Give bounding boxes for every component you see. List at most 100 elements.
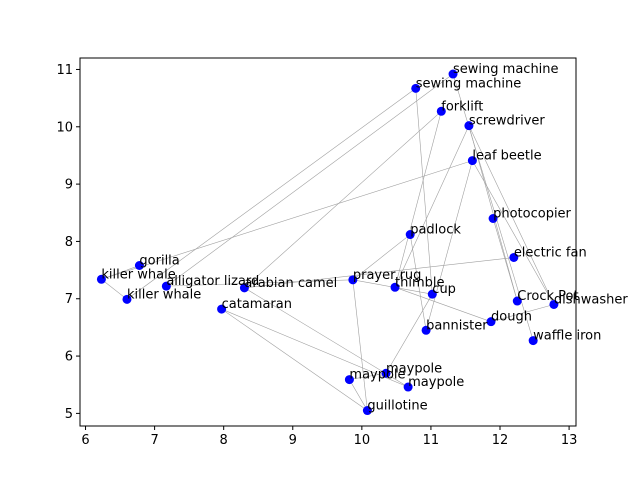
data-point-17 [549,299,559,309]
data-points [96,69,559,416]
connection-line-14 [352,234,411,281]
data-point-19 [486,317,496,327]
data-point-20 [421,325,431,335]
connection-line-0 [126,88,416,300]
data-point-22 [381,368,391,378]
data-point-4 [467,156,477,166]
data-point-3 [464,121,474,131]
point-label-20: bannister [426,318,488,333]
point-label-22: maypole [386,361,442,376]
y-tick-label-4: 9 [65,178,73,193]
data-point-8 [134,261,144,271]
point-label-9: killer whale [101,267,175,282]
point-label-19: dough [491,310,532,325]
y-tick-label-1: 6 [65,350,73,365]
data-point-12 [239,283,249,293]
y-tick-label-6: 11 [56,63,73,78]
point-label-18: catamaran [222,297,292,312]
point-label-24: maypole [408,375,464,390]
point-label-13: thimble [395,275,444,290]
point-label-11: alligator lizard [166,274,259,289]
plot-area-frame [79,57,577,427]
data-point-1 [411,83,421,93]
data-point-6 [405,230,415,240]
data-point-10 [348,275,358,285]
point-label-8: gorilla [139,254,179,269]
y-tick-label-5: 10 [56,120,73,135]
data-point-16 [512,296,522,306]
x-tick-label-3: 9 [289,433,297,448]
connection-line-25 [385,294,433,374]
connection-lines [101,73,555,411]
point-label-12: arabian camel [244,276,337,291]
connection-line-4 [244,111,442,289]
data-point-2 [436,106,446,116]
connection-line-23 [490,304,554,322]
connection-line-6 [394,125,470,288]
point-label-16: Crock Pot [517,289,578,304]
point-label-7: electric fan [514,245,587,260]
x-tick-label-2: 8 [220,433,228,448]
connection-line-17 [166,279,353,287]
x-tick-label-7: 13 [561,433,578,448]
connection-line-12 [492,218,518,302]
point-label-4: leaf beetle [472,149,541,164]
x-tick-label-0: 6 [81,433,89,448]
data-point-13 [390,282,400,292]
connection-line-16 [101,265,140,280]
connection-line-3 [452,73,534,341]
data-point-5 [488,213,498,223]
data-point-25 [362,406,372,416]
point-label-17: dishwasher [554,292,628,307]
connection-line-13 [409,234,427,331]
data-point-11 [161,281,171,291]
y-tick-label-2: 7 [65,292,73,307]
connection-line-15 [244,257,514,289]
connection-line-8 [468,125,518,302]
point-label-25: guillotine [367,399,427,414]
connection-line-5 [394,111,442,288]
y-axis: 5 6 7 8 9 10 11 [56,63,80,422]
data-point-0 [448,69,458,79]
point-label-5: photocopier [493,206,571,221]
point-label-0: sewing machine [453,62,559,77]
point-label-15: killer whale [127,287,201,302]
point-label-10: prayer rug [353,268,422,283]
x-tick-label-6: 12 [492,433,509,448]
connection-line-9 [472,160,555,305]
x-tick-label-1: 7 [150,433,158,448]
data-point-9 [96,274,106,284]
data-point-18 [217,304,227,314]
connection-line-20 [221,308,368,411]
data-point-15 [122,294,132,304]
connection-line-22 [394,287,492,322]
point-label-21: waffle iron [533,329,601,344]
connection-line-10 [101,160,473,280]
connection-line-21 [221,308,409,388]
y-tick-label-3: 8 [65,235,73,250]
connection-line-24 [349,372,387,380]
connection-line-1 [415,88,433,295]
connection-line-11 [425,160,473,331]
data-point-14 [427,289,437,299]
connection-line-28 [101,279,128,300]
connection-line-18 [352,279,368,411]
point-label-1: sewing machine [416,76,522,91]
data-point-24 [403,382,413,392]
data-point-21 [528,336,538,346]
x-tick-label-4: 10 [354,433,371,448]
y-tick-label-0: 5 [65,407,73,422]
connection-line-27 [244,287,409,388]
data-point-23 [344,375,354,385]
x-tick-label-5: 11 [423,433,440,448]
point-label-14: cup [432,282,456,297]
connection-line-2 [166,73,454,287]
data-point-7 [509,252,519,262]
connection-line-26 [349,379,368,411]
point-label-23: maypole [349,368,405,383]
connection-line-7 [468,125,555,305]
point-label-6: padlock [410,223,461,238]
point-label-2: forklift [441,99,483,114]
